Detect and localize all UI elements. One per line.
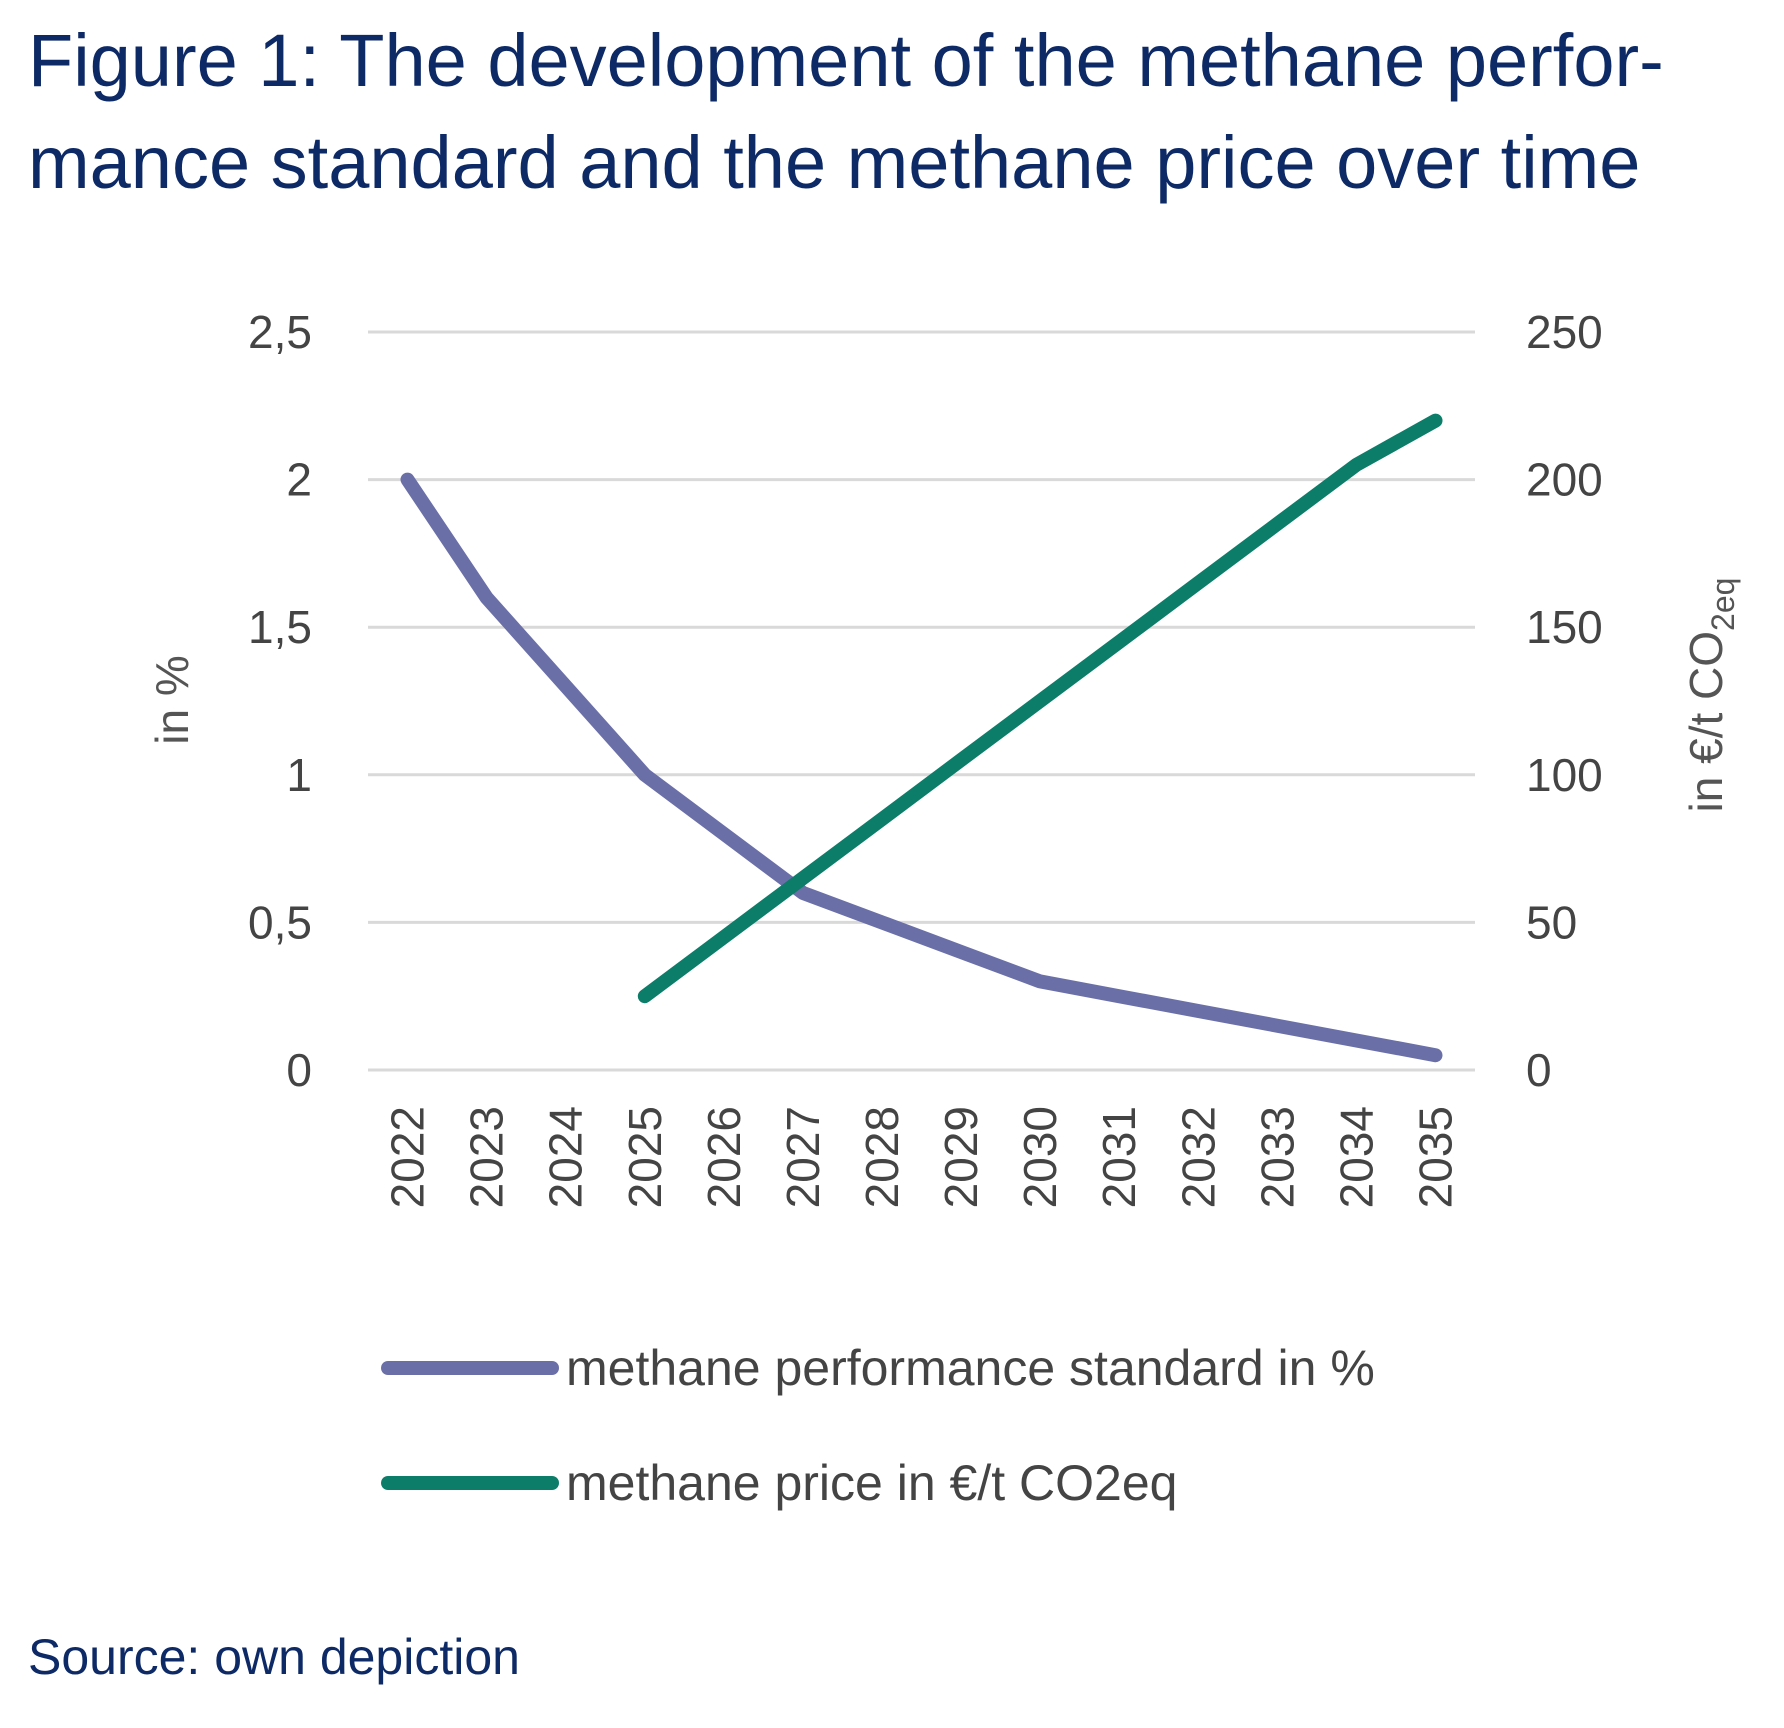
x-tick-label: 2028 xyxy=(856,1106,908,1208)
legend-label-standard: methane performance standard in % xyxy=(566,1340,1375,1396)
x-tick-label: 2026 xyxy=(698,1106,750,1208)
left-axis-title: in % xyxy=(146,655,198,744)
source-note: Source: own depiction xyxy=(28,1629,520,1685)
x-tick-label: 2022 xyxy=(382,1106,434,1208)
right-axis-ticks: 0 50 100 150 200 250 xyxy=(1526,306,1603,1096)
x-tick-label: 2024 xyxy=(540,1106,592,1208)
x-tick-label: 2031 xyxy=(1093,1106,1145,1208)
left-tick-label: 1 xyxy=(286,749,312,801)
x-tick-label: 2033 xyxy=(1251,1106,1303,1208)
left-tick-label: 2,5 xyxy=(248,306,312,358)
right-axis-title-main: in €/t CO xyxy=(1680,631,1732,813)
series-line-performance-standard xyxy=(400,472,1443,1063)
right-tick-label: 100 xyxy=(1526,749,1603,801)
right-tick-label: 250 xyxy=(1526,306,1603,358)
x-tick-label: 2025 xyxy=(619,1106,671,1208)
x-tick-label: 2030 xyxy=(1014,1106,1066,1208)
left-axis-ticks: 0 0,5 1 1,5 2 2,5 xyxy=(248,306,312,1096)
chart-title-line-1: Figure 1: The development of the methane… xyxy=(28,19,1664,102)
left-tick-label: 1,5 xyxy=(248,601,312,653)
series-lines xyxy=(400,413,1443,1063)
x-tick-label: 2029 xyxy=(935,1106,987,1208)
left-tick-label: 0,5 xyxy=(248,896,312,948)
right-tick-label: 150 xyxy=(1526,601,1603,653)
right-tick-label: 200 xyxy=(1526,454,1603,506)
right-axis-title-subscript: 2eq xyxy=(1705,578,1741,631)
left-tick-label: 2 xyxy=(286,454,312,506)
x-tick-label: 2023 xyxy=(461,1106,513,1208)
right-axis-title: in €/t CO2eq xyxy=(1680,578,1741,813)
right-tick-label: 0 xyxy=(1526,1044,1552,1096)
x-tick-label: 2035 xyxy=(1409,1106,1461,1208)
gridlines xyxy=(368,330,1475,1072)
x-axis-ticks: 2022 2023 2024 2025 2026 2027 2028 2029 2030 2031… xyxy=(382,1106,1462,1208)
x-tick-label: 2034 xyxy=(1330,1106,1382,1208)
left-tick-label: 0 xyxy=(286,1044,312,1096)
legend-label-price: methane price in €/t CO2eq xyxy=(566,1455,1177,1511)
legend: methane performance standard in % methan… xyxy=(381,1340,1375,1511)
chart-title-line-2: mance standard and the methane price ove… xyxy=(28,121,1641,204)
series-line-methane-price xyxy=(637,413,1443,1004)
right-tick-label: 50 xyxy=(1526,896,1577,948)
x-tick-label: 2027 xyxy=(777,1106,829,1208)
x-tick-label: 2032 xyxy=(1172,1106,1224,1208)
